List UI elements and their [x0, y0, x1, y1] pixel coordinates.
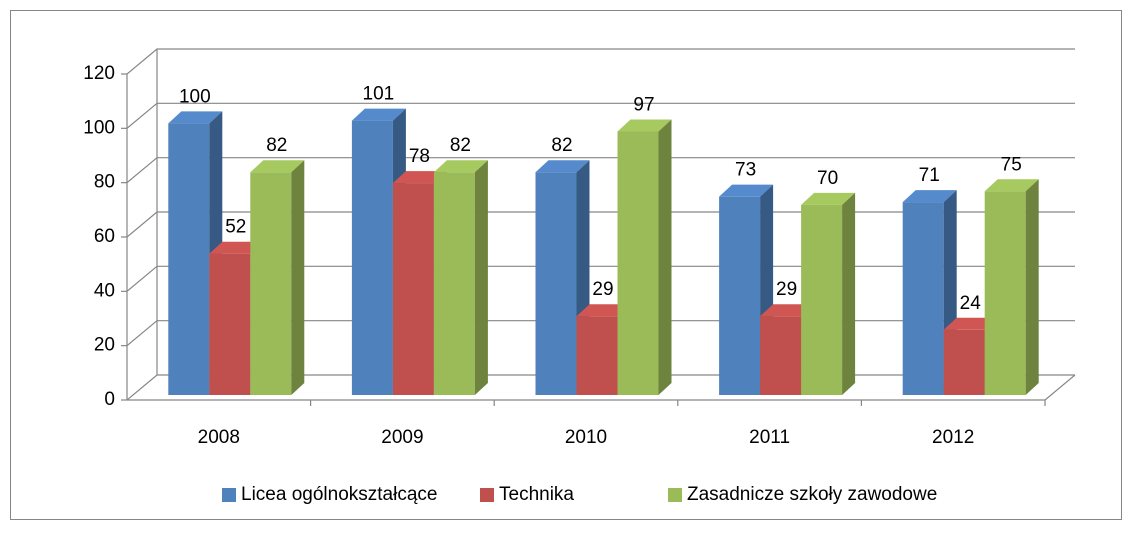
- bar-top: [719, 184, 774, 197]
- data-label: 100: [179, 86, 211, 107]
- bar: [168, 123, 210, 395]
- data-label: 71: [919, 165, 940, 186]
- bar-top: [943, 317, 998, 330]
- bar: [392, 183, 434, 395]
- y-tick-label: 20: [94, 335, 115, 356]
- bar: [801, 204, 843, 395]
- bar: [209, 253, 251, 395]
- bar: [250, 172, 292, 395]
- data-label: 29: [776, 279, 797, 300]
- bar-top: [535, 160, 590, 173]
- bar: [984, 191, 1026, 395]
- bar: [617, 131, 659, 395]
- legend-swatch: [668, 488, 682, 502]
- legend-label: Zasadnicze szkoły zawodowe: [687, 484, 937, 505]
- bar-side: [474, 160, 488, 395]
- bar: [576, 316, 618, 395]
- bar-top: [209, 241, 264, 254]
- data-label: 70: [817, 168, 838, 189]
- bar: [902, 202, 944, 395]
- bar-top: [576, 304, 631, 317]
- bar: [351, 120, 393, 395]
- bar: [943, 329, 985, 395]
- bar-top: [902, 190, 957, 203]
- bar-side: [842, 192, 856, 395]
- legend-label: Technika: [499, 484, 574, 505]
- bar-top: [250, 160, 305, 173]
- x-tick-label: 2010: [565, 427, 607, 448]
- bar-top: [984, 179, 1039, 192]
- data-label: 82: [551, 135, 572, 156]
- x-tick-label: 2011: [749, 427, 790, 448]
- data-label: 52: [225, 217, 246, 238]
- y-tick-label: 0: [104, 389, 115, 410]
- data-label: 78: [409, 146, 430, 167]
- bar: [535, 172, 577, 395]
- data-label: 101: [363, 84, 395, 105]
- y-tick-label: 120: [83, 63, 115, 84]
- legend-label: Licea ogólnokształcące: [241, 484, 437, 505]
- legend-swatch: [480, 488, 494, 502]
- bar: [760, 316, 802, 395]
- y-tick-label: 80: [94, 172, 115, 193]
- data-label: 29: [592, 279, 613, 300]
- data-label: 75: [1001, 154, 1022, 175]
- bar-top: [392, 171, 447, 184]
- bar-top: [801, 192, 856, 205]
- data-label: 24: [960, 293, 982, 314]
- data-label: 82: [450, 135, 471, 156]
- y-tick-label: 60: [94, 226, 115, 247]
- x-tick-label: 2012: [932, 427, 974, 448]
- bar-top: [760, 304, 815, 317]
- bar-top: [433, 160, 488, 173]
- bar-side: [658, 119, 672, 395]
- bar-side: [291, 160, 305, 395]
- bar-top: [617, 119, 672, 132]
- bar-top: [168, 111, 223, 124]
- y-tick-label: 40: [94, 280, 115, 301]
- y-tick-label: 100: [83, 117, 115, 138]
- data-label: 97: [633, 94, 654, 115]
- bar-side: [1025, 179, 1039, 395]
- x-tick-label: 2008: [198, 427, 240, 448]
- data-label: 82: [266, 135, 287, 156]
- bar: [433, 172, 475, 395]
- legend-swatch: [222, 488, 236, 502]
- data-label: 73: [735, 160, 756, 181]
- bar: [719, 196, 761, 395]
- x-tick-label: 2009: [381, 427, 423, 448]
- bar-top: [351, 108, 406, 121]
